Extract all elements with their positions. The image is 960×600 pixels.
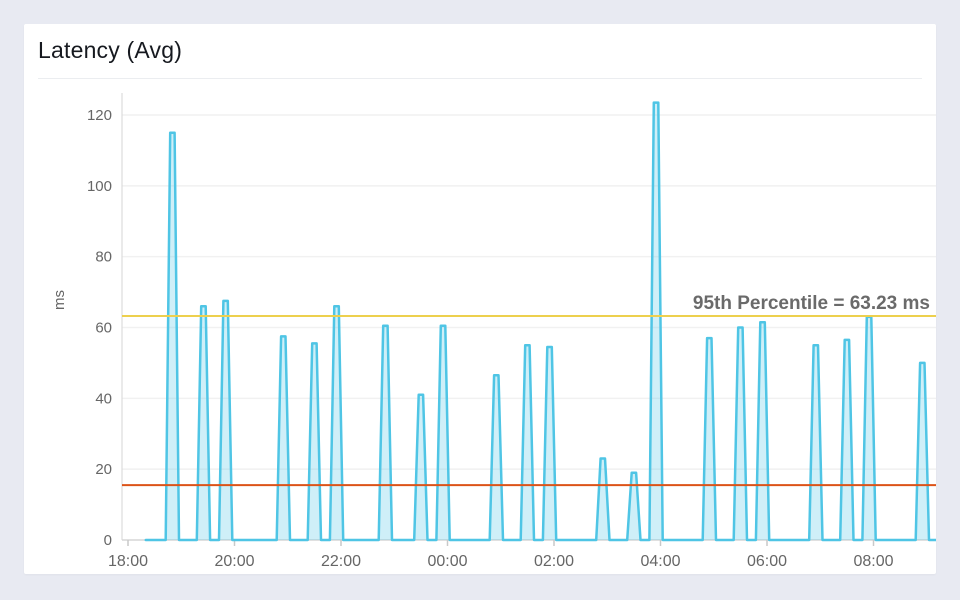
- x-tick-label: 04:00: [640, 553, 680, 570]
- x-tick-label: 02:00: [534, 553, 574, 570]
- series-line[interactable]: [144, 101, 936, 542]
- percentile-annotation: 95th Percentile = 63.23 ms: [693, 293, 930, 314]
- x-tick-label: 22:00: [321, 553, 361, 570]
- y-tick-label: 80: [95, 249, 112, 266]
- x-tick-label: 00:00: [427, 553, 467, 570]
- x-tick-label: 08:00: [853, 553, 893, 570]
- y-tick-label: 40: [95, 390, 112, 407]
- y-tick-label: 120: [87, 107, 112, 124]
- x-tick-label: 20:00: [214, 553, 254, 570]
- chart-title: Latency (Avg): [38, 37, 183, 63]
- latency-chart-card: Latency (Avg) 0 20 40 60 80 100 120 ms 18:00 20:0…: [24, 24, 936, 574]
- x-tick-label: 06:00: [747, 553, 787, 570]
- chart-header: Latency (Avg): [24, 24, 936, 78]
- x-tick-label: 18:00: [108, 553, 148, 570]
- y-tick-label: 0: [104, 532, 112, 549]
- y-tick-label: 100: [87, 178, 112, 195]
- y-axis-unit-label: ms: [51, 290, 68, 310]
- y-tick-label: 60: [95, 320, 112, 337]
- latency-chart[interactable]: 0 20 40 60 80 100 120 ms 18:00 20:00 22:00 00:00 02:…: [24, 24, 936, 574]
- y-tick-label: 20: [95, 461, 112, 478]
- header-divider: [38, 78, 922, 79]
